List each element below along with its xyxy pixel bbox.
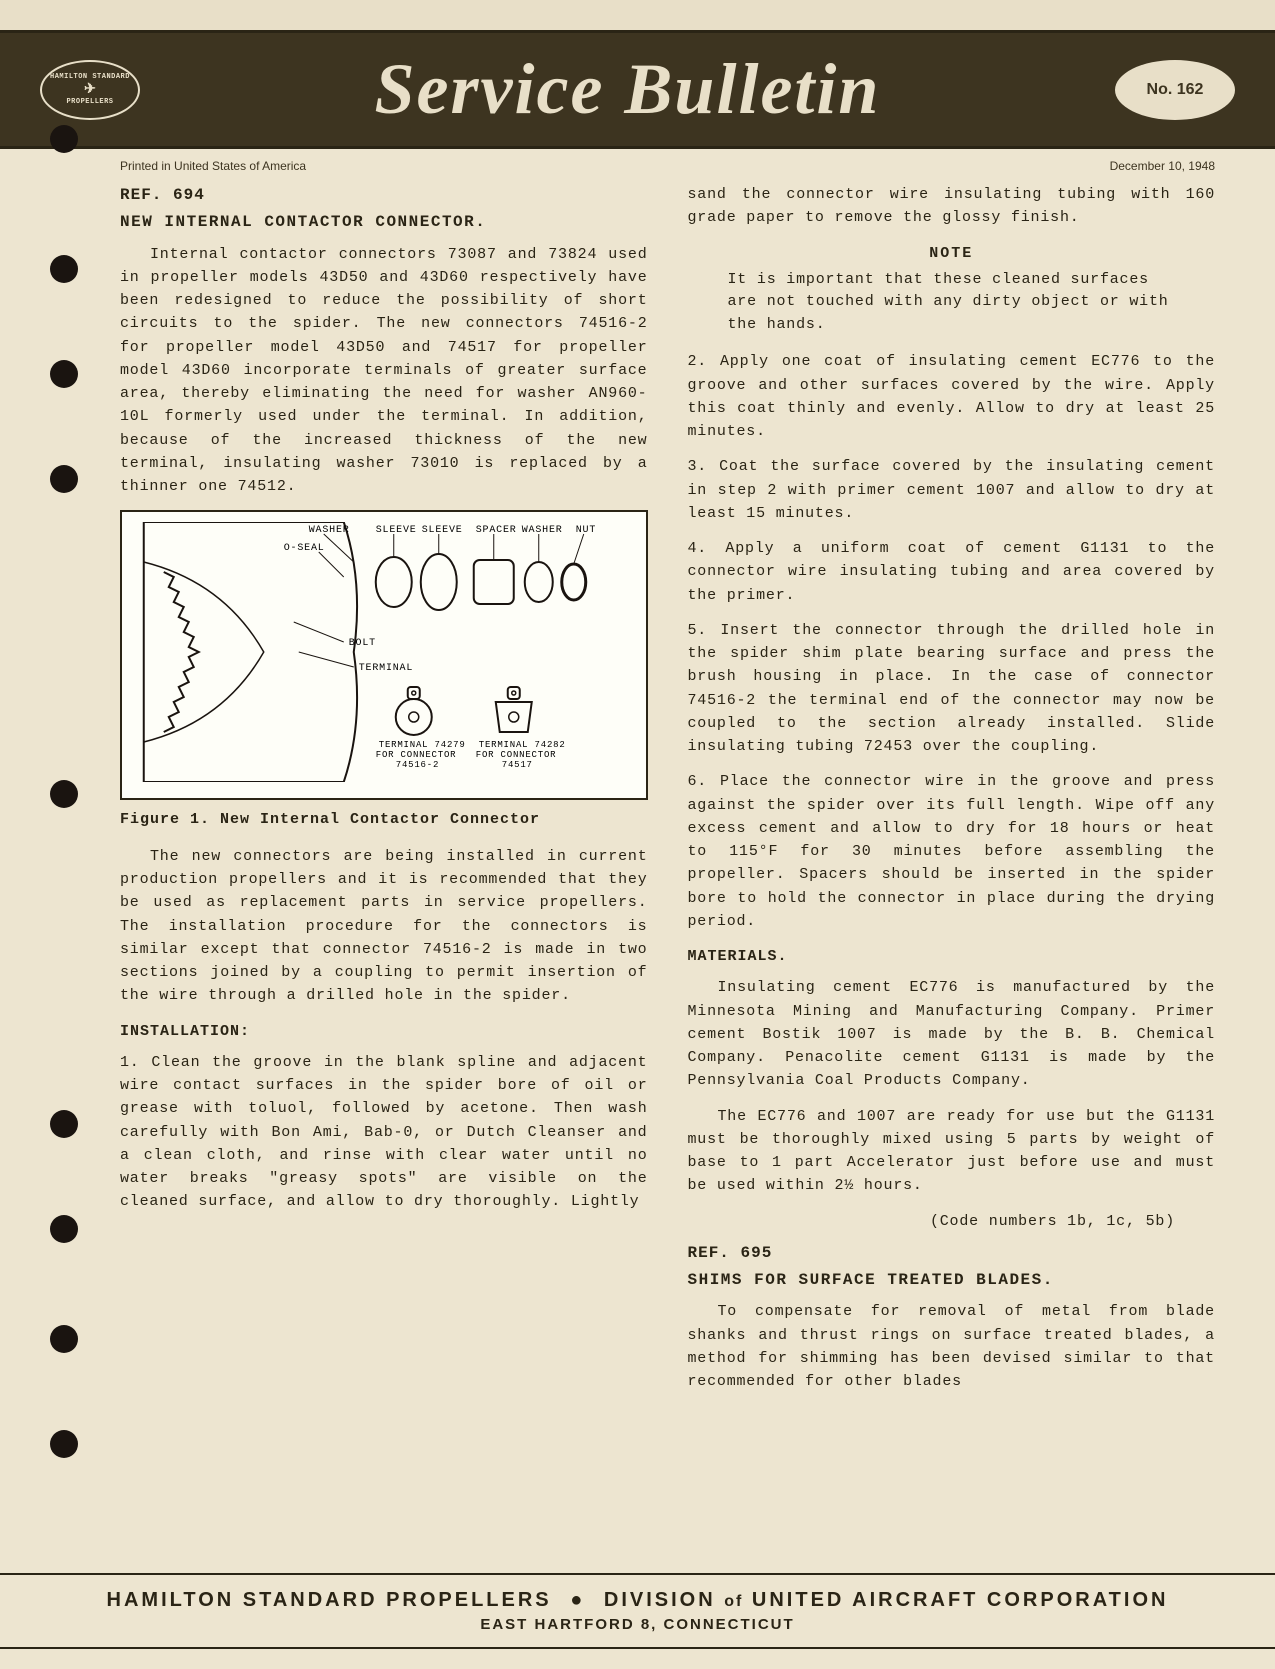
footer-dot-icon: ●	[570, 1589, 585, 1611]
footer-company: HAMILTON STANDARD PROPELLERS	[107, 1589, 552, 1611]
logo-top-text: HAMILTON STANDARD	[50, 74, 130, 81]
punch-hole	[50, 1110, 78, 1138]
step-4: 4. Apply a uniform coat of cement G1131 …	[688, 537, 1216, 607]
fig-term-right-1: TERMINAL 74282	[479, 740, 566, 750]
punch-hole	[50, 465, 78, 493]
ref-694: REF. 694	[120, 183, 648, 208]
document-page: HAMILTON STANDARD ✈ PROPELLERS Service B…	[0, 30, 1275, 1669]
figure-1-svg: WASHER SLEEVE SLEEVE SPACER WASHER NUT O…	[132, 522, 636, 782]
logo-mid-icon: ✈	[84, 83, 96, 97]
issue-number: No. 162	[1115, 60, 1235, 120]
materials-para1: Insulating cement EC776 is manufactured …	[688, 976, 1216, 1092]
para-shims: To compensate for removal of metal from …	[688, 1300, 1216, 1393]
step-3: 3. Coat the surface covered by the insul…	[688, 455, 1216, 525]
footer-division: DIVISION	[604, 1589, 716, 1611]
step-1: 1. Clean the groove in the blank spline …	[120, 1051, 648, 1214]
step-6: 6. Place the connector wire in the groov…	[688, 770, 1216, 933]
fig-label-bolt: BOLT	[349, 638, 376, 649]
meta-row: Printed in United States of America Dece…	[0, 149, 1275, 178]
date-text: December 10, 1948	[1110, 159, 1215, 173]
punch-hole	[50, 780, 78, 808]
punch-hole	[50, 1430, 78, 1458]
header-band: HAMILTON STANDARD ✈ PROPELLERS Service B…	[0, 30, 1275, 149]
materials-heading: MATERIALS.	[688, 945, 1216, 968]
printed-text: Printed in United States of America	[120, 159, 306, 173]
logo-bot-text: PROPELLERS	[66, 99, 113, 106]
right-column: sand the connector wire insulating tubin…	[688, 183, 1216, 1405]
para-new-connectors: The new connectors are being installed i…	[120, 845, 648, 1008]
materials-para2: The EC776 and 1007 are ready for use but…	[688, 1105, 1216, 1198]
fig-term-left-1: TERMINAL 74279	[379, 740, 466, 750]
fig-label-spacer: SPACER	[476, 525, 517, 536]
step-2: 2. Apply one coat of insulating cement E…	[688, 350, 1216, 443]
logo-oval: HAMILTON STANDARD ✈ PROPELLERS	[40, 60, 140, 120]
fig-label-sleeve2: SLEEVE	[422, 525, 463, 536]
step-5: 5. Insert the connector through the dril…	[688, 619, 1216, 759]
punch-hole	[50, 125, 78, 153]
para-intro: Internal contactor connectors 73087 and …	[120, 243, 648, 499]
left-column: REF. 694 NEW INTERNAL CONTACTOR CONNECTO…	[120, 183, 648, 1405]
footer-line1: HAMILTON STANDARD PROPELLERS ● DIVISION …	[40, 1589, 1235, 1612]
section-title-connector: NEW INTERNAL CONTACTOR CONNECTOR.	[120, 210, 648, 235]
punch-hole	[50, 255, 78, 283]
punch-hole	[50, 1215, 78, 1243]
figure-1-caption: Figure 1. New Internal Contactor Connect…	[120, 808, 648, 831]
footer-parent: UNITED AIRCRAFT CORPORATION	[752, 1589, 1169, 1611]
step-1-cont: sand the connector wire insulating tubin…	[688, 183, 1216, 230]
punch-hole	[50, 360, 78, 388]
footer-of: of	[724, 1593, 743, 1610]
fig-label-washer: WASHER	[309, 525, 350, 536]
fig-term-right-3: 74517	[502, 760, 533, 770]
bulletin-title: Service Bulletin	[140, 48, 1115, 131]
ref-695: REF. 695	[688, 1241, 1216, 1266]
fig-label-sleeve1: SLEEVE	[376, 525, 417, 536]
installation-heading: INSTALLATION:	[120, 1020, 648, 1043]
footer-band: HAMILTON STANDARD PROPELLERS ● DIVISION …	[0, 1573, 1275, 1649]
punch-hole	[50, 1325, 78, 1353]
footer-address: EAST HARTFORD 8, CONNECTICUT	[40, 1616, 1235, 1633]
fig-label-oseal: O-SEAL	[284, 543, 325, 554]
fig-label-nut: NUT	[576, 525, 596, 536]
figure-1-box: WASHER SLEEVE SLEEVE SPACER WASHER NUT O…	[120, 510, 648, 799]
fig-term-left-3: 74516-2	[396, 760, 439, 770]
note-text: It is important that these cleaned surfa…	[728, 269, 1176, 337]
fig-label-terminal: TERMINAL	[359, 663, 413, 674]
note-block: NOTE It is important that these cleaned …	[728, 242, 1176, 337]
fig-term-right-2: FOR CONNECTOR	[476, 750, 557, 760]
content-columns: REF. 694 NEW INTERNAL CONTACTOR CONNECTO…	[0, 178, 1275, 1425]
fig-term-left-2: FOR CONNECTOR	[376, 750, 457, 760]
section-title-shims: SHIMS FOR SURFACE TREATED BLADES.	[688, 1268, 1216, 1293]
fig-label-washer2: WASHER	[522, 525, 563, 536]
note-heading: NOTE	[728, 242, 1176, 265]
code-numbers: (Code numbers 1b, 1c, 5b)	[688, 1210, 1176, 1233]
